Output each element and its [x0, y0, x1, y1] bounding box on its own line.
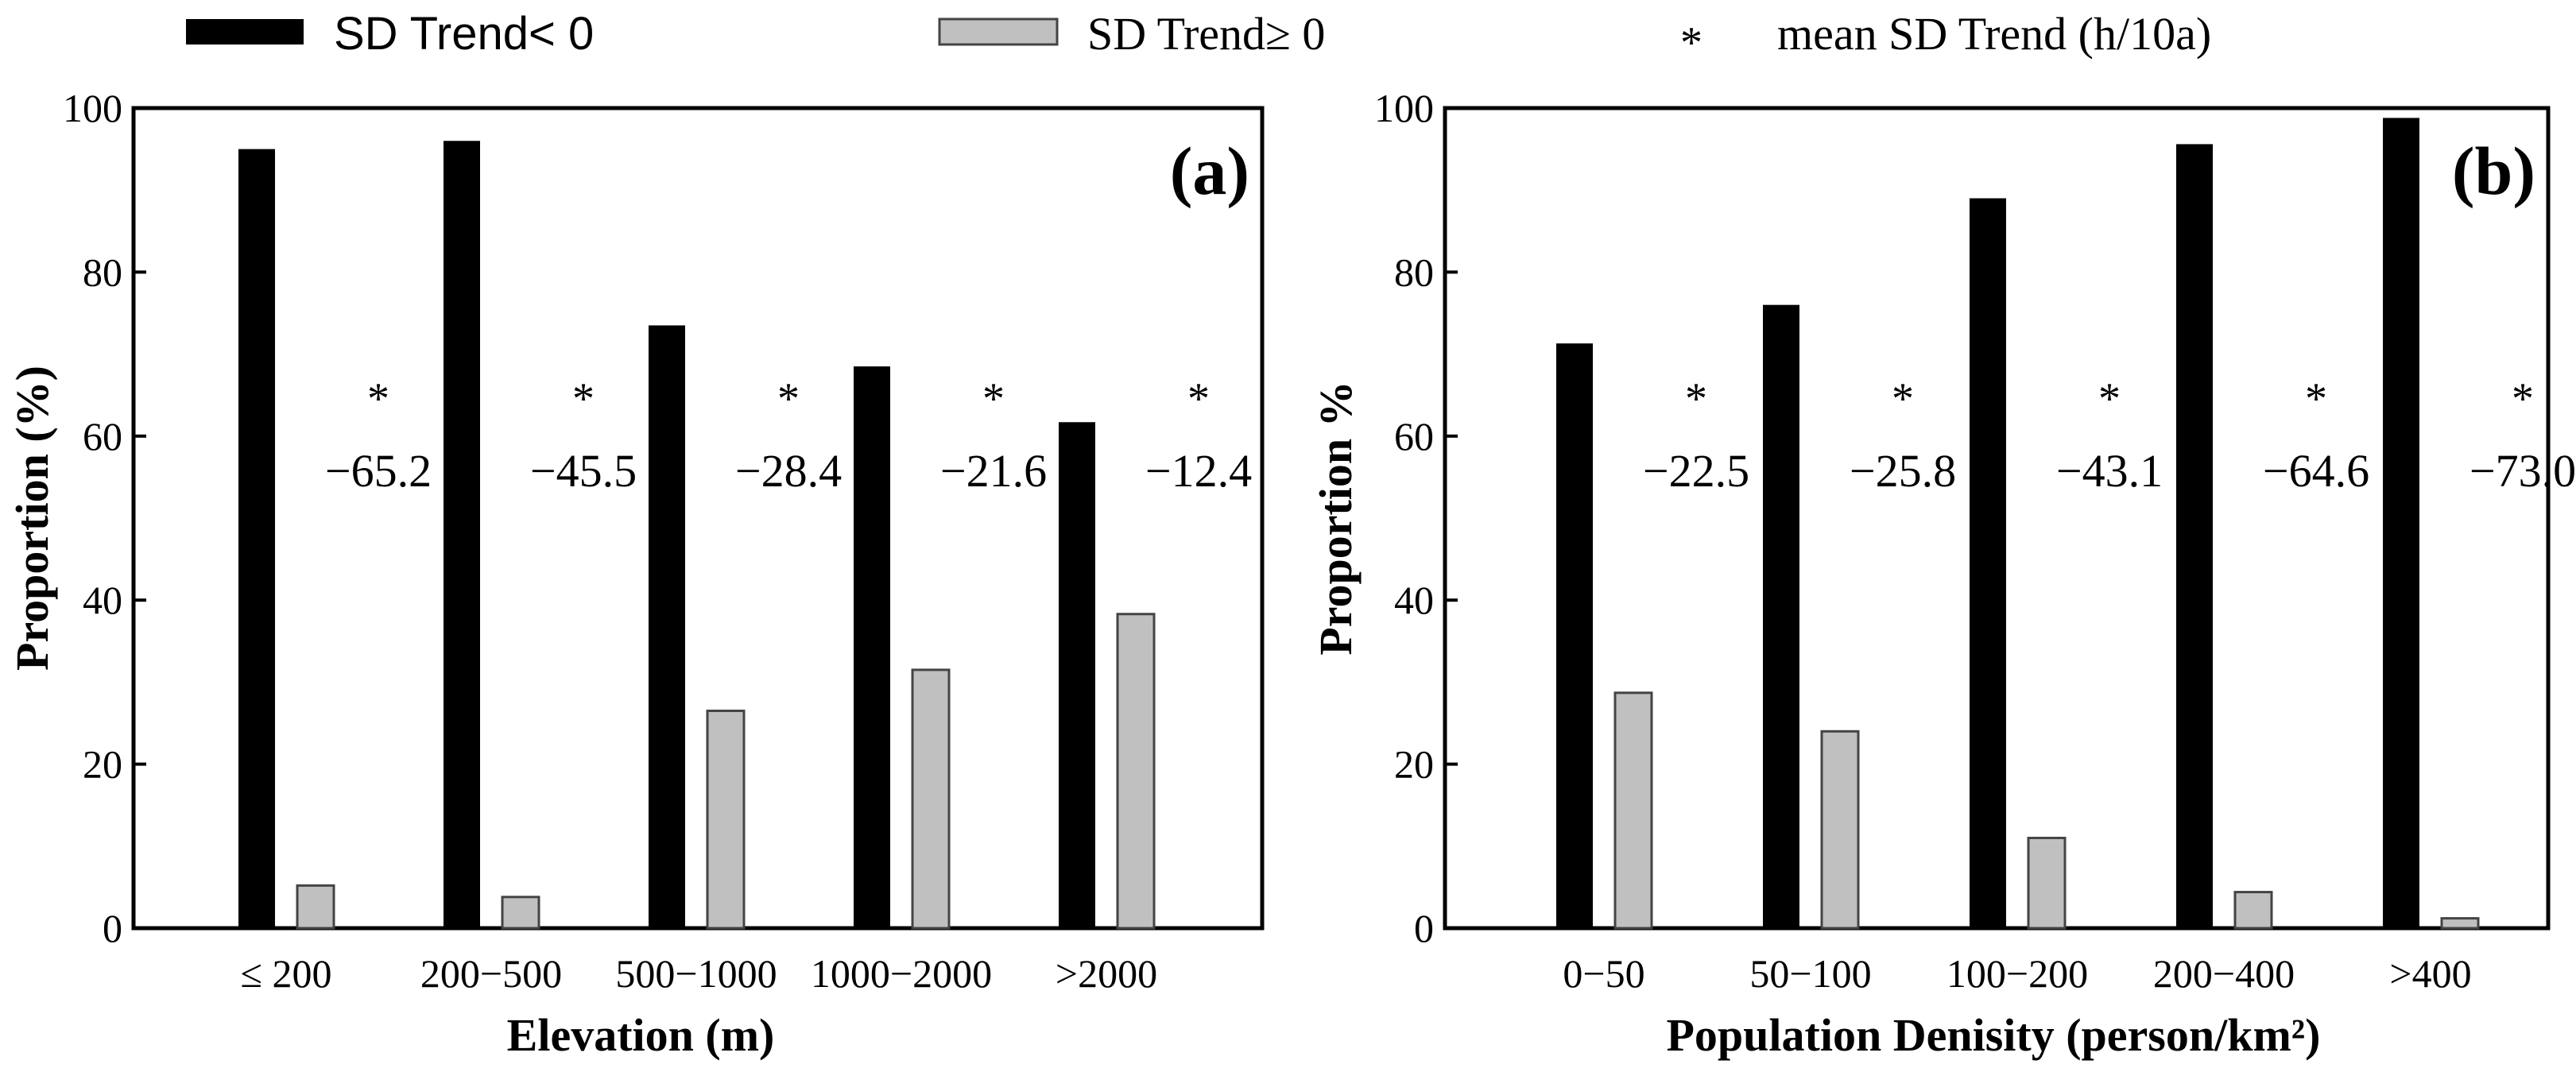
panel-label: (b) — [2452, 133, 2535, 209]
y-tick-label: 100 — [63, 86, 122, 130]
bar-sd-trend-negative — [1763, 304, 1799, 928]
mean-sd-trend-label: −43.1 — [2056, 445, 2163, 497]
significance-mark: * — [1685, 374, 1707, 424]
bar-sd-trend-positive — [296, 884, 335, 930]
x-axis-title: Elevation (m) — [507, 1009, 775, 1061]
bar-sd-trend-positive — [2440, 917, 2480, 930]
x-category-label: 200−500 — [420, 951, 562, 996]
bar-sd-trend-positive — [911, 668, 951, 930]
mean-sd-trend-label: −21.6 — [940, 445, 1047, 497]
x-category-label: 0−50 — [1563, 951, 1644, 996]
bars — [238, 141, 1156, 930]
chart-panel-a: 0 20 40 60 80 100 * −65.2 * −45.5 * −28.4 * −21.6 * −1… — [6, 86, 1265, 1061]
y-axis-ticks: 0 20 40 60 80 100 — [1374, 86, 1458, 950]
mean-sd-trend-label: −22.5 — [1643, 445, 1749, 497]
bar-sd-trend-negative — [1970, 198, 2006, 928]
y-tick-label: 0 — [1414, 906, 1434, 950]
bar-sd-trend-positive — [706, 710, 746, 930]
legend: SD Trend< 0 SD Trend≥ 0 * mean SD Trend … — [186, 8, 2211, 68]
significance-mark: * — [1892, 374, 1914, 424]
mean-annotations: * −22.5 * −25.8 * −43.1 * −64.6 * −73.0 — [1643, 374, 2576, 497]
y-axis-title: Proportion (%) — [6, 366, 58, 671]
mean-annotations: * −65.2 * −45.5 * −28.4 * −21.6 * −12.4 — [325, 374, 1252, 497]
legend-label-negative: SD Trend< 0 — [334, 8, 594, 60]
bar-sd-trend-negative — [1059, 422, 1095, 928]
y-tick-label: 40 — [83, 578, 122, 622]
x-category-label: 100−200 — [1947, 951, 2088, 996]
mean-sd-trend-label: −73.0 — [2469, 445, 2576, 497]
mean-sd-trend-label: −12.4 — [1145, 445, 1252, 497]
x-category-label: 1000−2000 — [811, 951, 992, 996]
y-axis-title: Proportion % — [1310, 381, 1362, 655]
bar-sd-trend-negative — [649, 325, 685, 929]
y-tick-label: 20 — [1394, 742, 1434, 787]
bar-sd-trend-negative — [444, 141, 480, 928]
significance-mark: * — [2098, 374, 2121, 424]
y-tick-label: 100 — [1374, 86, 1434, 130]
x-category-label: ≤ 200 — [241, 951, 332, 996]
significance-mark: * — [1187, 374, 1210, 424]
x-category-label: 200−400 — [2153, 951, 2295, 996]
y-tick-label: 40 — [1394, 578, 1434, 622]
y-tick-label: 0 — [103, 906, 122, 950]
bar-sd-trend-positive — [1116, 613, 1156, 930]
bar-sd-trend-positive — [2027, 836, 2067, 930]
bars — [1556, 118, 2480, 930]
mean-sd-trend-label: −65.2 — [325, 445, 432, 497]
plot-frame — [131, 106, 1265, 931]
significance-mark: * — [367, 374, 389, 424]
legend-label-positive: SD Trend≥ 0 — [1087, 8, 1325, 60]
chart-panel-b: 0 20 40 60 80 100 * −22.5 * −25.8 * −43.1 * −64.6 * −7… — [1310, 86, 2576, 1061]
bar-sd-trend-positive — [1613, 691, 1653, 930]
bar-sd-trend-negative — [238, 149, 275, 929]
bar-sd-trend-positive — [1820, 730, 1860, 930]
bar-sd-trend-negative — [2176, 144, 2213, 928]
bar-sd-trend-positive — [501, 896, 540, 930]
y-tick-label: 60 — [1394, 414, 1434, 459]
x-category-label: 500−1000 — [615, 951, 777, 996]
legend-swatch-negative — [186, 19, 304, 45]
significance-mark: * — [572, 374, 595, 424]
x-axis-title: Population Denisity (person/km²) — [1666, 1009, 2320, 1061]
y-tick-label: 20 — [83, 742, 122, 787]
x-category-label: >400 — [2389, 951, 2471, 996]
x-category-label: 50−100 — [1749, 951, 1871, 996]
y-tick-label: 80 — [83, 250, 122, 294]
bar-sd-trend-negative — [2383, 118, 2419, 928]
mean-sd-trend-label: −25.8 — [1850, 445, 1956, 497]
y-tick-label: 80 — [1394, 250, 1434, 294]
mean-sd-trend-label: −28.4 — [735, 445, 842, 497]
bar-sd-trend-negative — [854, 366, 890, 929]
mean-sd-trend-label: −64.6 — [2263, 445, 2369, 497]
x-category-label: >2000 — [1056, 951, 1157, 996]
legend-mean-symbol: * — [1680, 18, 1702, 68]
bar-sd-trend-negative — [1556, 343, 1593, 929]
significance-mark: * — [777, 374, 800, 424]
panel-label: (a) — [1170, 133, 1249, 209]
y-tick-label: 60 — [83, 414, 122, 459]
legend-label-mean: mean SD Trend (h/10a) — [1777, 8, 2211, 60]
significance-mark: * — [2305, 374, 2327, 424]
mean-sd-trend-label: −45.5 — [530, 445, 637, 497]
significance-mark: * — [982, 374, 1005, 424]
y-axis-ticks: 0 20 40 60 80 100 — [63, 86, 146, 950]
x-axis-categories: 0−50 50−100 100−200 200−400 >400 — [1563, 951, 2471, 996]
x-axis-categories: ≤ 200 200−500 500−1000 1000−2000 >2000 — [241, 951, 1158, 996]
significance-mark: * — [2512, 374, 2534, 424]
bar-sd-trend-positive — [2233, 891, 2273, 930]
legend-swatch-positive — [938, 17, 1059, 46]
